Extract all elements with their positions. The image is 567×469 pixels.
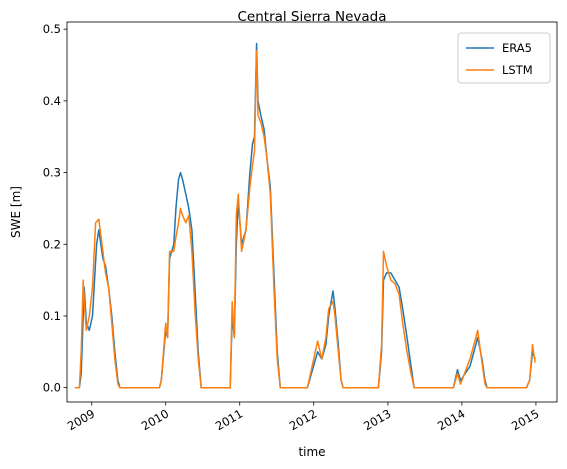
series-line-lstm — [74, 49, 536, 389]
y-tick-label: 0.0 — [43, 381, 61, 395]
chart-title: Central Sierra Nevada — [237, 9, 386, 25]
plot-area-frame — [66, 21, 558, 403]
legend-label-era5: ERA5 — [502, 41, 532, 55]
y-tick-label: 0.4 — [43, 94, 61, 108]
y-axis-label: SWE [m] — [9, 186, 23, 238]
x-axis-label: time — [298, 445, 325, 459]
series-layer — [74, 42, 536, 389]
y-tick-label: 0.2 — [43, 237, 61, 251]
legend: ERA5 LSTM — [457, 32, 551, 84]
y-tick-label: 0.5 — [43, 22, 61, 36]
legend-label-lstm: LSTM — [502, 63, 533, 77]
y-tick-label: 0.1 — [43, 309, 61, 323]
y-axis: 0.0 0.1 0.2 0.3 0.4 0.5 — [43, 22, 67, 395]
y-tick-label: 0.3 — [43, 166, 61, 180]
